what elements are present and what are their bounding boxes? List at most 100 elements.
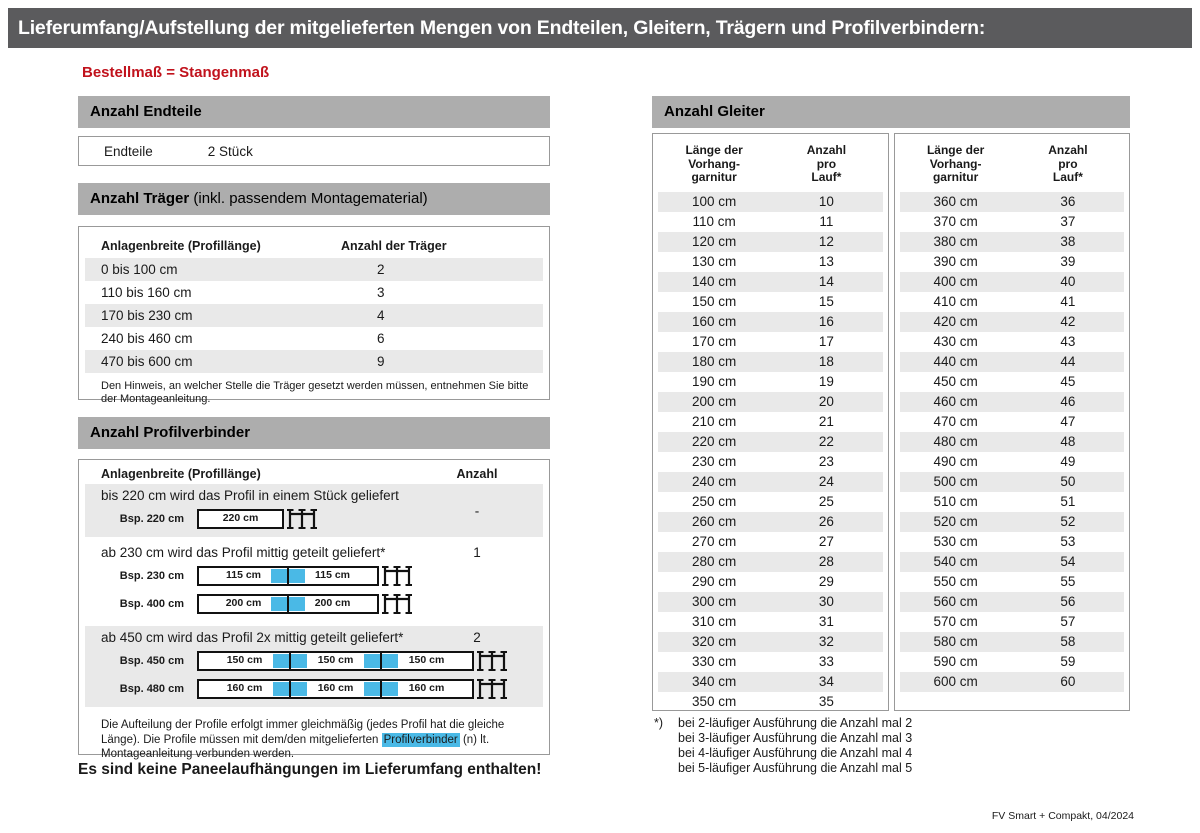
cell-length: 520 cm <box>933 513 978 529</box>
cell-count: 53 <box>1060 533 1076 549</box>
profile-bar: 200 cm 200 cm <box>197 594 379 614</box>
table-row: 470 cm 47 <box>900 412 1125 432</box>
table-row: 220 cm 22 <box>658 431 883 452</box>
cell-length: 300 cm <box>691 593 737 609</box>
table-row: 140 cm 14 <box>658 271 883 292</box>
table-row: 330 cm 33 <box>658 652 883 672</box>
cell-count: 6 <box>377 331 385 346</box>
cell-length: 420 cm <box>933 313 978 329</box>
cell-length: 600 cm <box>933 673 978 689</box>
cell-length: 280 cm <box>691 553 737 569</box>
joint-line <box>287 596 289 612</box>
gleiter-table-1-header: Länge der Vorhang-garnitur Anzahl pro Lauf* <box>658 139 883 192</box>
header-line: Vorhang- <box>929 156 982 171</box>
cell-length: 490 cm <box>933 453 978 469</box>
header-line: Länge der <box>685 143 743 157</box>
footnote-line: bei 5-läufiger Ausführung die Anzahl mal… <box>652 761 912 776</box>
cell-length: 370 cm <box>933 213 978 229</box>
cell-length: 530 cm <box>933 533 978 549</box>
cell-length: 220 cm <box>691 433 737 449</box>
cell-count: 50 <box>1060 473 1076 489</box>
section-header-profilverbinder: Anzahl Profilverbinder <box>78 417 550 449</box>
profile-end-icon <box>382 566 412 586</box>
cell-count: 13 <box>818 253 834 269</box>
cell-count: 38 <box>1060 233 1076 249</box>
note-text-before: Die Aufteilung der Profile erfolgt immer… <box>101 719 505 746</box>
profile-segment-label: 160 cm <box>226 682 263 694</box>
table-row: 380 cm 38 <box>899 231 1124 252</box>
cell-count: 37 <box>1060 213 1076 229</box>
cell-count: 49 <box>1060 453 1076 469</box>
header-line: Lauf* <box>811 170 842 184</box>
profile-bar: 220 cm <box>197 509 284 529</box>
profilverbinder-blocks: bis 220 cm wird das Profil in einem Stüc… <box>85 484 543 707</box>
profile-segment-label: 115 cm <box>314 569 351 581</box>
table-row: 570 cm 57 <box>900 612 1125 632</box>
table-row: 440 cm 44 <box>899 351 1124 372</box>
cell-range: 0 bis 100 cm <box>101 262 178 277</box>
profilverbinder-table-header: Anlagenbreite (Profillänge) Anzahl <box>85 465 543 484</box>
table-row: 170 cm 17 <box>658 332 883 352</box>
gleiter-table-1: Länge der Vorhang-garnitur Anzahl pro Lauf*… <box>652 133 889 711</box>
table-row: 600 cm 60 <box>899 671 1124 692</box>
footnote-text: bei 4-läufiger Ausführung die Anzahl mal… <box>678 746 913 760</box>
table-row: 460 cm 46 <box>899 391 1124 412</box>
cell-count: 3 <box>377 285 385 300</box>
profile-segment-label: 115 cm <box>225 569 262 581</box>
footnote-text: bei 2-läufiger Ausführung die Anzahl mal… <box>678 716 913 730</box>
example-label: Bsp. 220 cm <box>119 513 184 525</box>
table-row: 350 cm 35 <box>658 692 883 712</box>
cell-count: 48 <box>1060 433 1076 449</box>
joint-line <box>289 653 291 669</box>
cell-count: 15 <box>818 293 834 309</box>
profile-segment-label: 150 cm <box>226 654 263 666</box>
cell-length: 320 cm <box>691 633 737 649</box>
cell-count: 22 <box>818 433 834 449</box>
document-footer: FV Smart + Compakt, 04/2024 <box>991 810 1134 822</box>
example-label: Bsp. 230 cm <box>119 570 184 582</box>
no-panel-hangers-warning: Es sind keine Paneelaufhängungen im Lief… <box>78 761 542 778</box>
profile-bar: 150 cm 150 cm 150 cm <box>197 651 474 671</box>
cell-length: 450 cm <box>933 373 978 389</box>
cell-range: 470 bis 600 cm <box>101 354 193 369</box>
section-header-gleiter: Anzahl Gleiter <box>652 96 1130 128</box>
header-line: pro <box>816 156 837 171</box>
table-row: 270 cm 27 <box>658 532 883 552</box>
header-line: Anzahl <box>1048 143 1088 157</box>
cell-count: 10 <box>818 193 834 209</box>
cell-length: 440 cm <box>933 353 978 369</box>
profilverbinder-note: Die Aufteilung der Profile erfolgt immer… <box>85 711 543 762</box>
cell-count: 47 <box>1060 413 1076 429</box>
cell-length: 210 cm <box>691 413 737 429</box>
cell-length: 290 cm <box>691 573 737 589</box>
table-row: 530 cm 53 <box>900 532 1125 552</box>
profile-segment-label: 150 cm <box>408 654 445 666</box>
cell-count: 24 <box>818 473 834 489</box>
table-row: 180 cm 18 <box>658 351 883 372</box>
table-row: 110 cm 11 <box>658 212 883 232</box>
cell-count: 21 <box>818 413 834 429</box>
note-highlight-profilverbinder: Profilverbinder <box>381 732 460 747</box>
cell-length: 470 cm <box>933 413 978 429</box>
cell-length: 480 cm <box>933 433 978 449</box>
table-row: 160 cm 16 <box>658 311 883 332</box>
cell-count: 46 <box>1060 393 1076 409</box>
cell-count: 17 <box>818 333 834 349</box>
table-row: 500 cm 50 <box>899 471 1124 492</box>
header-line: Anzahl <box>806 143 847 157</box>
cell-count: 2 <box>377 262 385 277</box>
table-row: 0 bis 100 cm 2 <box>85 258 543 281</box>
cell-count: 34 <box>818 673 834 689</box>
table-row: 430 cm 43 <box>900 332 1125 352</box>
footnote-text: bei 3-läufiger Ausführung die Anzahl mal… <box>678 731 913 745</box>
table-row: 450 cm 45 <box>900 372 1125 392</box>
cell-length: 140 cm <box>691 273 737 289</box>
footnote-marker: *) <box>654 716 664 730</box>
endteile-label: Endteile <box>104 143 153 159</box>
table-row: 310 cm 31 <box>658 612 883 632</box>
cell-length: 400 cm <box>933 273 978 289</box>
footnote-text: bei 5-läufiger Ausführung die Anzahl mal… <box>678 761 913 775</box>
profile-example: Bsp. 480 cm 160 cm 160 cm 160 cm <box>85 677 543 701</box>
connector-marker <box>273 681 307 697</box>
cell-length: 500 cm <box>933 473 978 489</box>
